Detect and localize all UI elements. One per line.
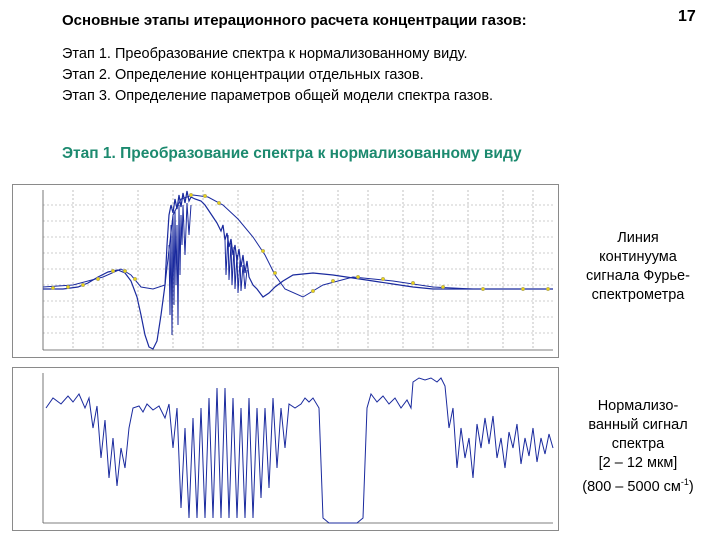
continuum-plot (12, 184, 559, 358)
step-item: Этап 1. Преобразование спектра к нормали… (62, 46, 468, 62)
caption-normalized: Нормализо- ванный сигнал спектра [2 – 12… (563, 397, 713, 497)
caption-line: континуума (599, 249, 677, 265)
spectrum-trace (43, 190, 553, 350)
caption-line: Линия (617, 230, 659, 246)
caption-line: Нормализо- (597, 398, 679, 414)
step-item: Этап 2. Определение концентрации отдельн… (62, 67, 424, 83)
caption-line: [2 – 12 мкм] (598, 455, 678, 471)
normalized-plot-svg (42, 373, 554, 524)
page-number: 17 (678, 8, 696, 25)
slide-title: Основные этапы итерационного расчета кон… (62, 12, 527, 29)
caption-continuum: Линия континуума сигнала Фурье- спектром… (563, 229, 713, 305)
section-heading: Этап 1. Преобразование спектра к нормали… (62, 145, 522, 162)
caption-range-close: ) (688, 478, 694, 495)
continuum-markers (51, 192, 551, 293)
caption-line: сигнала Фурье- (586, 268, 690, 284)
continuum-line (42, 194, 553, 298)
caption-exponent: -1 (680, 477, 689, 487)
caption-line: ванный сигнал (588, 417, 688, 433)
steps-list: Этап 1. Преобразование спектра к нормали… (62, 44, 493, 107)
normalized-trace (45, 377, 554, 524)
step-item: Этап 3. Определение параметров общей мод… (62, 88, 494, 104)
continuum-plot-svg (42, 190, 553, 351)
caption-line: спектра (611, 436, 665, 452)
spectrum-spikes (168, 202, 248, 336)
caption-line: (800 – 5000 см-1) (563, 473, 713, 497)
normalized-plot (12, 367, 559, 531)
caption-line: спектрометра (591, 287, 685, 303)
caption-range-text: (800 – 5000 см (582, 478, 681, 495)
